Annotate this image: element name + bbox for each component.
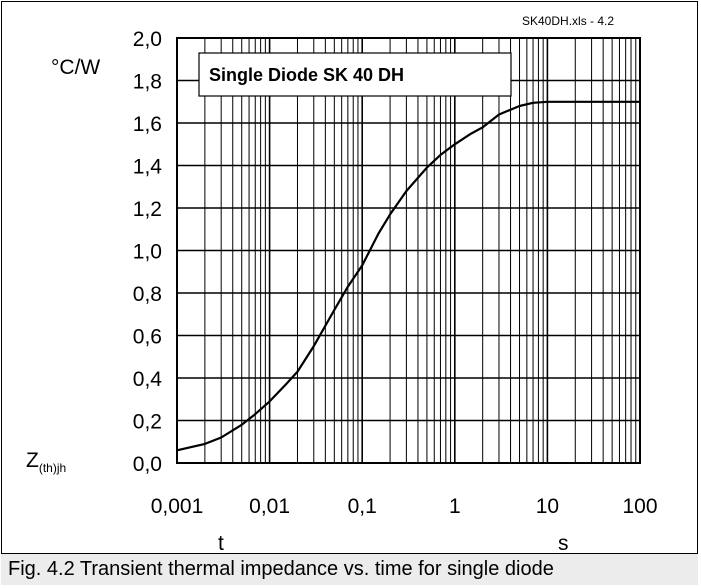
y-tick-label: 1,4 bbox=[133, 156, 163, 179]
series-line bbox=[176, 100, 640, 452]
y-tick-label: 0,2 bbox=[133, 411, 162, 434]
figure-caption: Fig. 4.2 Transient thermal impedance vs.… bbox=[1, 553, 698, 585]
y-axis-label: Z(th)jh bbox=[26, 449, 66, 475]
y-tick-label: 2,0 bbox=[133, 28, 162, 51]
x-tick-label: 0,001 bbox=[151, 495, 204, 518]
y-axis-label-main: Z bbox=[26, 449, 39, 472]
y-tick-label: 1,8 bbox=[133, 71, 162, 94]
y-tick-label: 1,6 bbox=[133, 113, 162, 136]
curve-layer bbox=[176, 100, 640, 452]
x-axis-label: t bbox=[218, 532, 224, 555]
y-tick-label: 0,0 bbox=[133, 453, 162, 476]
y-tick-label: 0,4 bbox=[133, 368, 163, 391]
x-tick-label: 1 bbox=[449, 495, 461, 518]
y-unit-label: °C/W bbox=[51, 56, 100, 79]
y-axis-label-sub: (th)jh bbox=[39, 461, 66, 475]
x-tick-labels: 0,001 0,01 0,1 1 10 100 bbox=[151, 495, 658, 518]
y-tick-labels: 0,0 0,2 0,4 0,6 0,8 1,0 1,2 1,4 1,6 1,8 2,0 bbox=[133, 28, 163, 476]
x-tick-label: 0,1 bbox=[348, 495, 377, 518]
x-tick-label: 0,01 bbox=[249, 495, 290, 518]
plot-border bbox=[176, 37, 641, 464]
y-tick-label: 1,2 bbox=[133, 198, 162, 221]
x-tick-label: 100 bbox=[622, 495, 657, 518]
x-tick-label: 10 bbox=[536, 495, 559, 518]
y-tick-label: 1,0 bbox=[133, 241, 162, 264]
y-tick-label: 0,6 bbox=[133, 326, 162, 349]
x-unit-label: s bbox=[558, 532, 569, 555]
file-label: SK40DH.xls - 4.2 bbox=[522, 14, 614, 28]
y-tick-label: 0,8 bbox=[133, 283, 162, 306]
chart-svg: Single Diode SK 40 DH SK40DH.xls - 4.2 °… bbox=[26, 14, 658, 555]
title-box bbox=[198, 52, 512, 97]
chart-title: Single Diode SK 40 DH bbox=[209, 65, 404, 85]
